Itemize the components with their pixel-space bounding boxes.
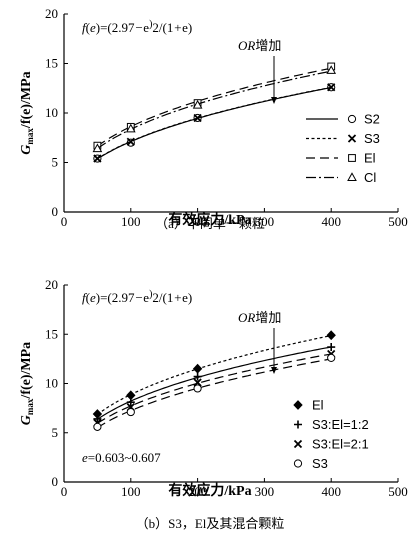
data-point	[92, 143, 103, 153]
legend-marker	[347, 172, 357, 181]
x-tick-label: 100	[121, 484, 141, 499]
y-tick-label: 15	[45, 326, 58, 341]
y-axis-label: Gmax/f(e)/MPa	[19, 71, 35, 154]
y-tick-label: 0	[52, 474, 59, 489]
fit-curve	[97, 335, 332, 415]
legend-marker	[293, 459, 303, 468]
y-tick-label: 20	[45, 6, 58, 21]
x-tick-label: 200	[188, 484, 208, 499]
chart-panel-2: 0 100 200 300 400 500 0 5 10 15 20 有效应力/kPa Gmax/f(e…	[19, 277, 408, 531]
legend-marker	[293, 400, 303, 410]
y-tick-label: 20	[45, 277, 58, 292]
legend-marker	[294, 420, 302, 429]
legend-marker	[348, 154, 356, 162]
series-S3	[93, 83, 336, 163]
y-tick-label: 0	[52, 204, 59, 219]
data-point	[193, 384, 202, 393]
x-tick-label: 0	[61, 484, 68, 499]
x-axis-label: 有效应力/kPa	[168, 482, 251, 499]
data-point	[327, 83, 336, 92]
arrow-label: OR增加	[238, 38, 281, 53]
legend-label: S3	[312, 456, 328, 471]
formula-label: f(e)=(2.97−e)2/(1+e)	[82, 19, 192, 35]
data-point	[193, 378, 202, 387]
caption: （a）不同单一颗粒	[155, 216, 265, 231]
legend-marker	[347, 134, 357, 143]
x-tick-label: 0	[61, 214, 68, 229]
data-point	[126, 407, 135, 417]
data-point	[326, 330, 336, 341]
data-point	[126, 398, 135, 407]
legend-marker	[293, 439, 303, 449]
series-El	[93, 62, 336, 150]
x-tick-label: 300	[255, 214, 275, 229]
data-point	[93, 414, 102, 423]
data-point	[126, 137, 135, 146]
legend-marker	[347, 114, 357, 124]
fit-curve	[97, 70, 332, 150]
data-point	[327, 343, 336, 352]
data-point	[192, 99, 203, 109]
legend-label: Cl	[364, 170, 376, 185]
fit-curve	[97, 86, 332, 160]
y-tick-label: 5	[52, 425, 59, 440]
fit-curve	[97, 358, 332, 429]
y-tick-label: 10	[45, 376, 58, 391]
data-point	[326, 65, 337, 74]
y-tick-label: 15	[45, 56, 58, 71]
x-tick-label: 200	[188, 214, 208, 229]
fit-curve	[97, 353, 332, 424]
fit-curve	[97, 346, 332, 420]
y-tick-label: 10	[45, 105, 58, 120]
series-S3	[93, 353, 336, 431]
x-tick-label: 100	[121, 214, 141, 229]
series-S2	[93, 83, 336, 163]
annotation-label: e=0.603~0.607	[82, 450, 161, 465]
series-Cl	[92, 65, 337, 153]
legend-label: El	[364, 151, 376, 166]
legend-label: El	[312, 398, 324, 413]
data-point	[93, 154, 102, 163]
data-point	[193, 372, 202, 381]
chart-panel-1: 0 100 200 300 400 500 0 5 10 15 20 有效应力/kPa Gmax/f(e…	[19, 6, 408, 231]
x-tick-label: 400	[321, 214, 341, 229]
series-S3:El=1:2	[93, 343, 336, 423]
fit-curve	[97, 67, 332, 147]
y-axis-label: Gmax/f(e)/MPa	[19, 342, 35, 425]
caption: （b）S3，El及其混合颗粒	[136, 516, 285, 531]
legend-label: S2	[364, 112, 380, 127]
x-tick-label: 300	[255, 484, 275, 499]
legend-label: S3	[364, 131, 380, 146]
data-point	[327, 353, 336, 362]
x-tick-label: 400	[321, 484, 341, 499]
arrow-label: OR增加	[238, 310, 281, 325]
x-tick-label: 500	[388, 214, 408, 229]
legend-label: S3:El=2:1	[312, 437, 369, 452]
x-tick-label: 500	[388, 484, 408, 499]
data-point	[125, 123, 136, 133]
formula-label: f(e)=(2.97−e)2/(1+e)	[82, 289, 192, 305]
legend-label: S3:El=1:2	[312, 417, 369, 432]
x-axis-label: 有效应力/kPa	[168, 211, 251, 228]
y-tick-label: 5	[52, 155, 59, 170]
data-point	[192, 363, 203, 374]
data-point	[193, 113, 202, 123]
data-point	[93, 422, 102, 431]
